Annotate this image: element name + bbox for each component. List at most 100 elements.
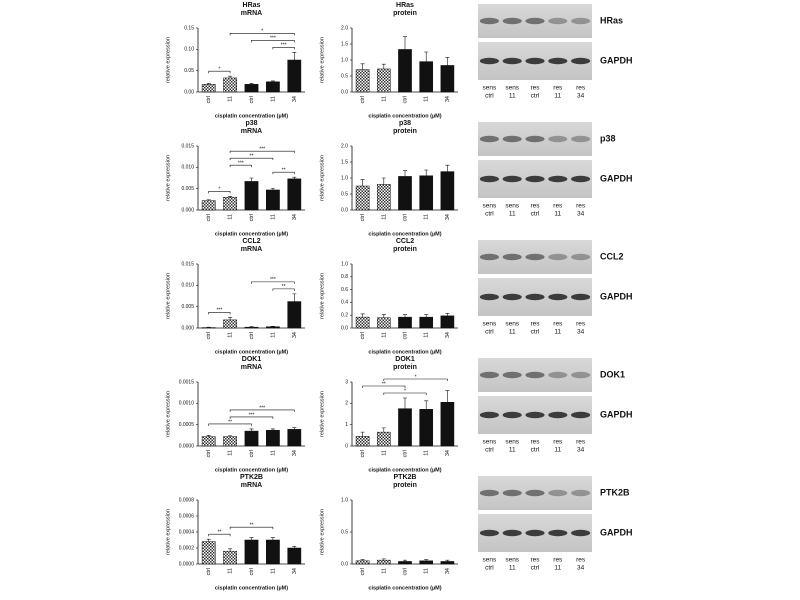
bar [266,429,280,447]
bar [398,561,412,565]
bar [440,315,455,329]
error-bar [228,435,233,437]
error-bar [228,196,233,198]
blot-band [525,371,545,379]
x-tick-label: 34 [292,568,298,574]
significance-label: ** [217,530,221,536]
significance-bracket [208,312,231,315]
error-bar [228,548,233,552]
lane-label: res [576,321,586,328]
lane-label: 34 [577,565,585,572]
error-bar [445,57,450,66]
blot-band [479,529,499,537]
lane-label: 34 [577,447,585,454]
blot-band [479,57,499,65]
bar [419,560,434,565]
x-tick-label: 34 [445,214,451,220]
significance-label: *** [259,146,265,152]
bar [398,49,412,93]
y-tick-label: 1.0 [341,175,348,181]
y-tick-label: 0.005 [181,186,194,192]
x-tick-label: ctrl [360,214,366,221]
x-tick-label: 11 [381,450,387,456]
blot-band [479,135,499,143]
bar [266,81,280,93]
significance-bracket [229,33,295,36]
x-tick-label: 11 [381,214,387,220]
error-bar [381,558,386,561]
bar [244,326,259,329]
y-tick-label: 0.0004 [179,529,195,535]
blot-band [502,175,522,183]
error-bar [206,83,211,85]
significance-label: * [415,374,417,380]
lane-label: ctrl [531,565,540,572]
significance-bracket [383,378,448,381]
x-axis-label: cisplatin concentration (µM) [215,585,288,591]
error-bar [424,314,429,318]
y-tick-label: 0.0000 [179,561,195,567]
chart-title: HRas [396,2,414,9]
lane-label: res [530,557,540,564]
error-bar [206,199,211,201]
bar [419,409,434,447]
bar [266,326,280,329]
significance-label: * [404,388,406,394]
x-tick-label: 11 [270,568,276,574]
y-axis-label: relative expression [319,155,325,201]
error-bar [403,170,407,177]
bar [376,68,391,93]
lane-label: ctrl [531,447,540,454]
y-tick-label: 0.0 [341,207,348,213]
error-bar [228,317,233,320]
x-tick-label: 11 [270,450,276,456]
lane-label: res [553,203,563,210]
blot-band [479,371,499,379]
bar [244,539,259,565]
blot-band [479,489,499,497]
chart-subtitle: mRNA [241,482,262,489]
error-bar [206,435,211,437]
error-bar [360,313,365,318]
x-tick-label: 34 [292,332,298,338]
x-axis-label: cisplatin concentration (µM) [368,585,441,591]
blot-band [479,253,499,261]
y-tick-label: 1.0 [341,497,348,503]
bar [355,185,370,211]
x-tick-label: 34 [292,214,298,220]
blot-band [571,57,591,65]
error-bar [424,51,429,62]
bar [355,560,370,565]
x-tick-label: 11 [228,96,234,102]
blot-band [548,529,568,537]
significance-label: ** [282,167,286,173]
x-tick-label: ctrl [249,96,255,103]
y-tick-label: 0.0010 [179,401,195,407]
significance-bracket [229,157,274,161]
x-tick-label: 11 [270,332,276,338]
error-bar [445,390,450,403]
bar [244,430,259,447]
chart-title: p38 [399,120,411,127]
bar [287,547,302,565]
blot-band [548,17,568,25]
blot-band [548,175,568,183]
y-axis-label: relative expression [165,37,171,83]
blot-band [548,135,568,143]
chart-subtitle: protein [393,128,417,135]
x-tick-label: ctrl [360,332,366,339]
y-tick-label: 0.015 [181,143,194,149]
blot-band [571,293,591,301]
lane-label: sens [505,321,519,328]
x-tick-label: 11 [270,96,276,102]
x-tick-label: 11 [424,96,430,102]
significance-bracket [383,392,427,395]
blot-band [571,175,591,183]
chart-title: p38 [245,120,257,127]
significance-bracket [251,40,295,43]
x-tick-label: 11 [424,332,430,338]
significance-bracket [229,416,274,419]
y-tick-label: 0.5 [341,191,348,197]
chart-title: CCL2 [396,238,414,245]
